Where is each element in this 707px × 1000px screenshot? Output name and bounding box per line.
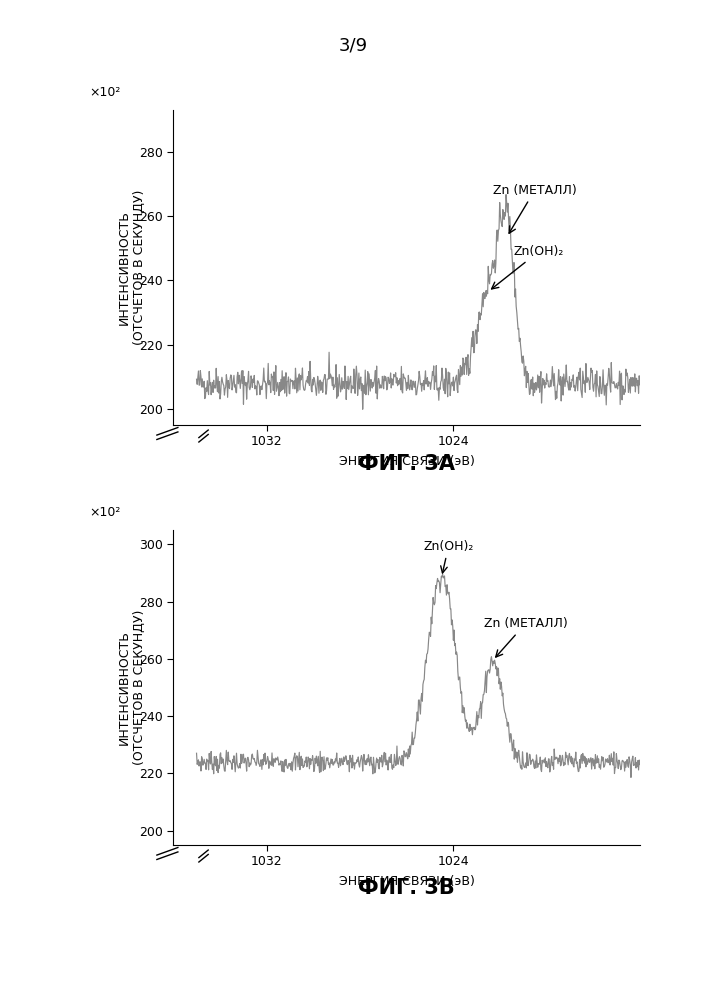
Y-axis label: ИНТЕНСИВНОСТЬ
(ОТСЧЕТОВ В СЕКУНДУ): ИНТЕНСИВНОСТЬ (ОТСЧЕТОВ В СЕКУНДУ)	[118, 610, 146, 765]
Text: ×10²: ×10²	[89, 506, 121, 519]
Text: ФИГ. 3А: ФИГ. 3А	[358, 454, 455, 474]
Text: Zn(OH)₂: Zn(OH)₂	[423, 540, 474, 573]
Y-axis label: ИНТЕНСИВНОСТЬ
(ОТСЧЕТОВ В СЕКУНДУ): ИНТЕНСИВНОСТЬ (ОТСЧЕТОВ В СЕКУНДУ)	[118, 190, 146, 345]
Text: ФИГ. 3В: ФИГ. 3В	[358, 878, 455, 898]
Text: Zn (МЕТАЛЛ): Zn (МЕТАЛЛ)	[484, 617, 567, 657]
Text: Zn(OH)₂: Zn(OH)₂	[491, 245, 564, 289]
X-axis label: ЭНЕРГИЯ СВЯЗИ (эВ): ЭНЕРГИЯ СВЯЗИ (эВ)	[339, 455, 474, 468]
Text: ×10²: ×10²	[89, 86, 121, 99]
Text: 3/9: 3/9	[339, 36, 368, 54]
X-axis label: ЭНЕРГИЯ СВЯЗИ (эВ): ЭНЕРГИЯ СВЯЗИ (эВ)	[339, 875, 474, 888]
Text: Zn (МЕТАЛЛ): Zn (МЕТАЛЛ)	[493, 184, 577, 233]
